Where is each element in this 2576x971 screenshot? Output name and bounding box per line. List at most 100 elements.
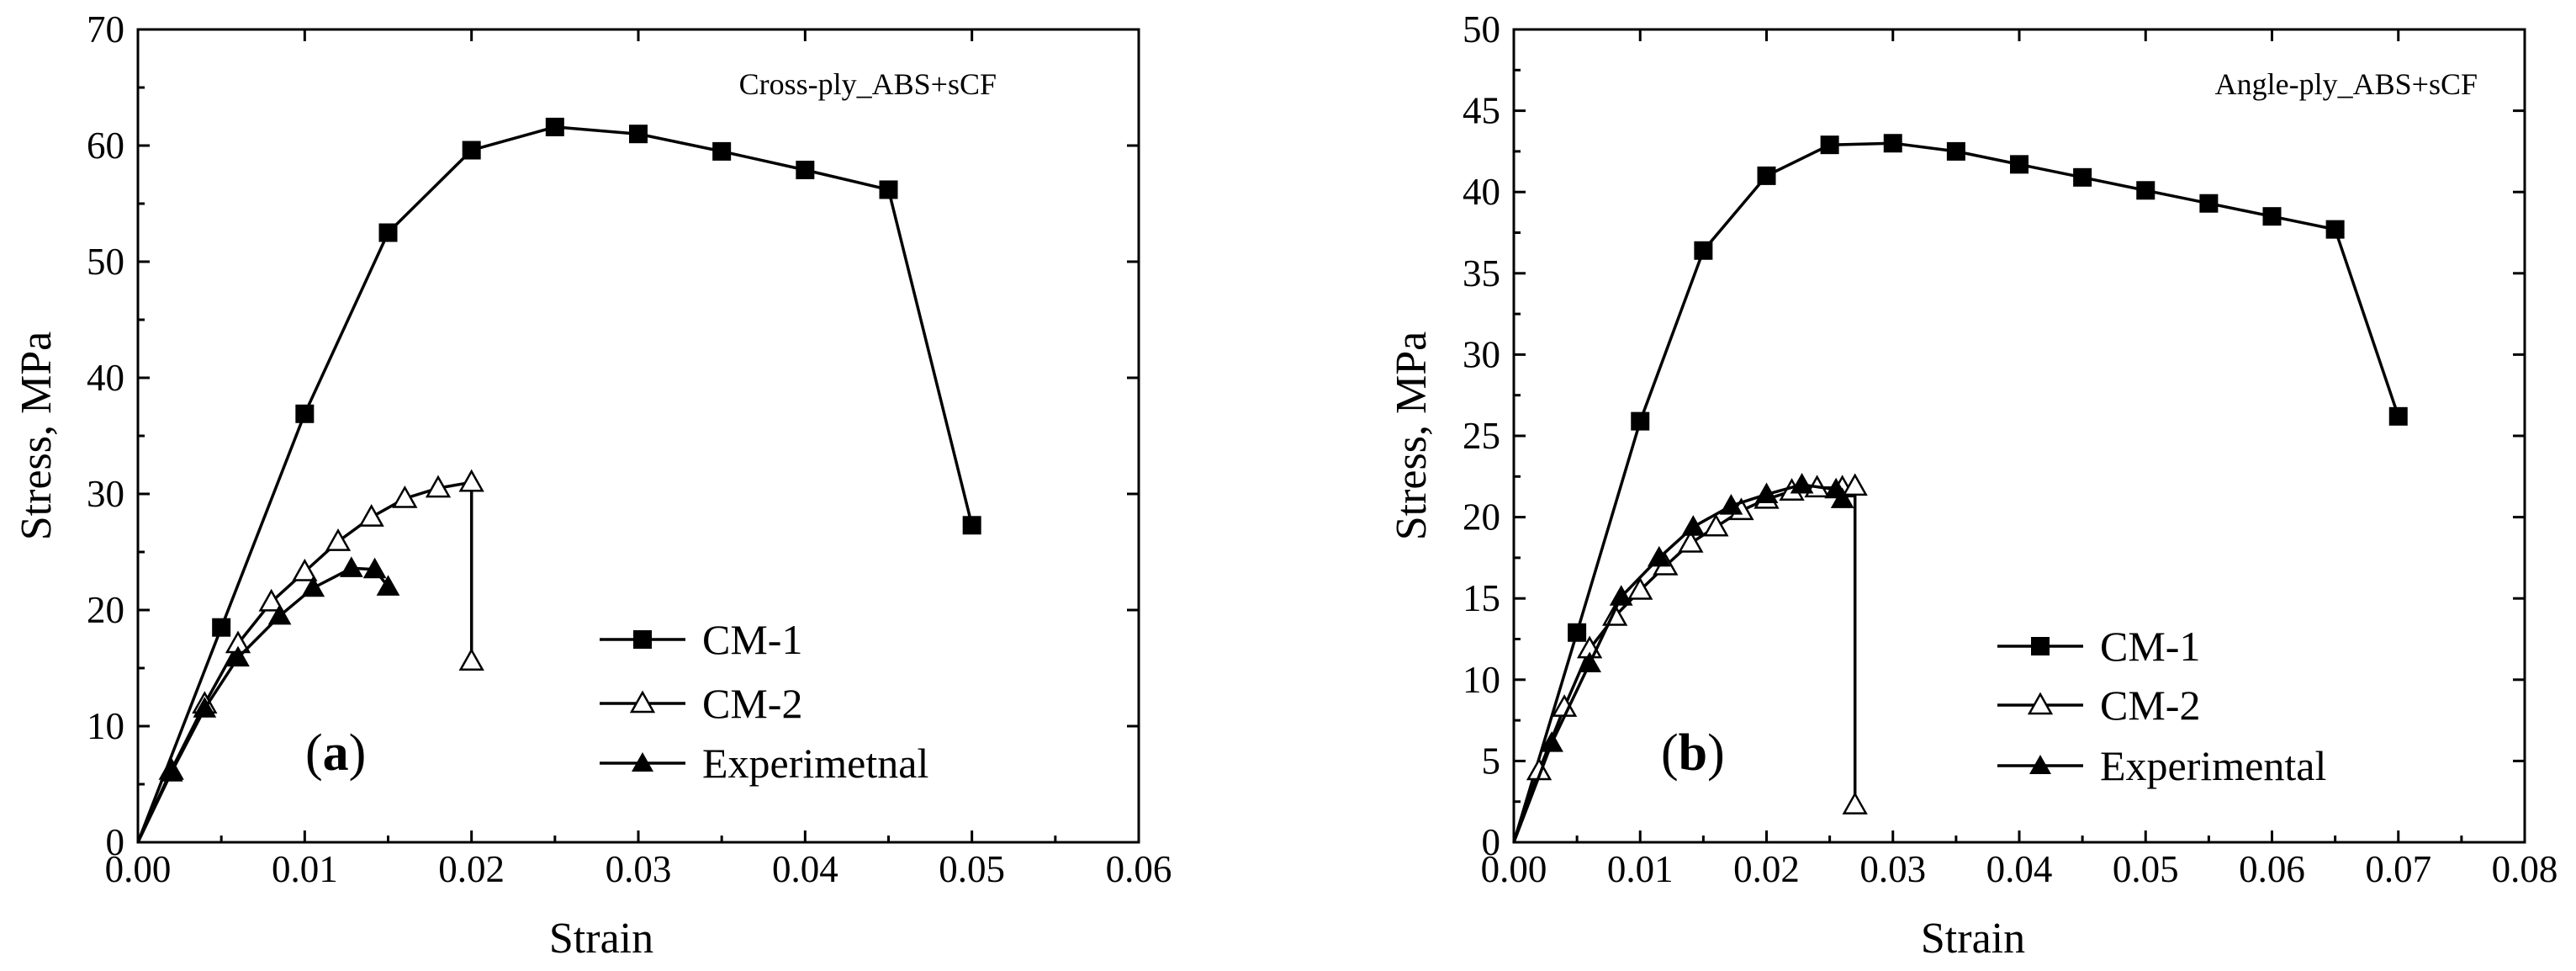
y-tick-label-b-9: 45 (1463, 90, 1500, 132)
legend-b: CM-1 CM-2 Experimental (1997, 623, 2326, 789)
point-b-1-11 (2199, 194, 2219, 213)
series-line-a-1 (136, 125, 974, 843)
y-tick-label-a-7: 70 (87, 8, 124, 50)
plot-frame-a (136, 28, 1140, 844)
point-a-3-8 (376, 575, 400, 596)
y-tick-label-a-1: 10 (87, 705, 124, 747)
point-a-2-7 (358, 504, 384, 527)
y-tick-label-b-8: 40 (1463, 171, 1500, 213)
y-tick-label-b-7: 35 (1463, 252, 1500, 294)
x-tick-label-a-1: 0.01 (272, 848, 338, 890)
x-tick-label-b-5: 0.05 (2113, 848, 2179, 890)
point-a-1-7 (712, 141, 732, 161)
y-axis-label-b: Stress, MPa (1388, 332, 1436, 540)
series-line-b-1 (1512, 141, 2400, 843)
legend-label-a-2: CM-2 (702, 680, 802, 727)
panel-label-b: (b) (1661, 724, 1725, 782)
legend-label-b-2: CM-2 (2100, 682, 2200, 729)
x-tick-label-b-1: 0.01 (1607, 848, 1674, 890)
point-a-2-10 (458, 469, 484, 492)
point-b-1-6 (1883, 134, 1902, 153)
point-b-1-10 (2136, 181, 2155, 200)
point-b-1-4 (1757, 166, 1776, 185)
point-b-1-7 (1946, 141, 1965, 161)
series-line-a-2 (136, 480, 473, 843)
y-tick-label-a-2: 20 (87, 589, 124, 631)
point-a-3-7 (362, 557, 387, 579)
legend-label-b-3: Experimental (2100, 742, 2326, 789)
point-b-1-2 (1631, 411, 1650, 431)
point-a-2-4 (258, 588, 284, 612)
panel-a: Cross-ply_ABS+sCF Strain Stress, MPa 0.0… (13, 8, 1172, 963)
x-tick-label-b-8: 0.08 (2492, 848, 2558, 890)
series-a (136, 117, 981, 843)
y-tick-label-b-1: 5 (1482, 740, 1501, 782)
point-b-2-14 (1842, 473, 1868, 496)
x-tick-label-a-5: 0.05 (939, 848, 1005, 890)
point-a-3-5 (301, 576, 325, 597)
series-line-b-3 (1512, 483, 1844, 843)
point-a-2-6 (325, 528, 352, 551)
panel-label-a: (a) (305, 724, 366, 782)
point-b-2-7 (1678, 529, 1704, 553)
legend-marker-b-2 (2027, 692, 2054, 715)
legend-label-a-1: CM-1 (702, 616, 802, 663)
point-b-3-6 (1719, 494, 1743, 515)
point-b-3-2 (1578, 651, 1602, 672)
point-a-1-9 (879, 180, 898, 199)
point-b-3-10 (1830, 487, 1854, 508)
point-b-1-5 (1820, 135, 1839, 155)
x-tick-label-a-0: 0.00 (105, 848, 172, 890)
point-a-3-2 (193, 697, 217, 718)
point-b-3-8 (1790, 472, 1814, 494)
point-a-1-5 (545, 117, 564, 136)
point-b-1-1 (1568, 623, 1587, 642)
x-tick-label-b-7: 0.07 (2365, 848, 2431, 890)
point-a-1-8 (796, 160, 815, 179)
point-a-1-3 (378, 223, 398, 242)
y-tick-label-a-0: 0 (106, 821, 125, 863)
annotation-b: Angle-ply_ABS+sCF (2215, 67, 2478, 101)
x-axis-label-b: Strain (1921, 915, 2025, 963)
y-tick-label-a-5: 50 (87, 241, 124, 283)
point-a-3-1 (159, 761, 183, 782)
legend-label-a-3: Experimetnal (702, 740, 928, 787)
point-a-1-1 (212, 618, 231, 637)
y-tick-label-b-10: 50 (1463, 8, 1500, 50)
ticks-a: 0.00 0.01 0.02 0.03 0.04 0.05 0.06 0 10 20 30 40 50 6… (87, 8, 1172, 890)
y-tick-label-b-4: 20 (1463, 496, 1500, 539)
legend-a: CM-1 CM-2 Experimetnal (600, 616, 928, 787)
point-a-2-11 (458, 648, 484, 671)
x-tick-label-b-0: 0.00 (1481, 848, 1547, 890)
x-tick-label-b-3: 0.03 (1859, 848, 1926, 890)
x-tick-label-a-4: 0.04 (772, 848, 838, 890)
point-b-2-15 (1842, 792, 1868, 814)
legend-marker-b-3 (2029, 755, 2051, 774)
y-tick-label-a-6: 60 (87, 125, 124, 167)
point-a-3-4 (267, 603, 292, 625)
y-tick-label-a-3: 30 (87, 473, 124, 515)
point-b-2-8 (1703, 513, 1729, 537)
x-tick-label-a-6: 0.06 (1106, 848, 1172, 890)
point-a-1-2 (295, 404, 315, 423)
point-b-1-12 (2262, 207, 2282, 226)
legend-marker-b-1 (2031, 637, 2050, 655)
point-b-1-8 (2010, 155, 2029, 174)
legend-marker-a-3 (632, 752, 653, 772)
y-tick-label-b-0: 0 (1482, 821, 1501, 863)
y-tick-label-b-5: 25 (1463, 415, 1500, 457)
point-b-3-1 (1540, 731, 1563, 752)
ticks-b: 0.00 0.01 0.02 0.03 0.04 0.05 0.06 0.07 0.08 0 5 10… (1463, 8, 2557, 890)
x-tick-label-b-6: 0.06 (2239, 848, 2305, 890)
panel-letter-a: a (323, 724, 349, 782)
y-tick-label-b-2: 10 (1463, 659, 1500, 701)
y-tick-label-b-6: 30 (1463, 333, 1500, 375)
legend-label-b-1: CM-1 (2100, 623, 2200, 670)
point-b-3-4 (1647, 545, 1671, 567)
x-axis-label-a: Strain (549, 915, 653, 963)
point-b-1-13 (2325, 220, 2345, 239)
x-tick-label-a-3: 0.03 (606, 848, 672, 890)
point-b-1-9 (2073, 167, 2092, 187)
y-axis-label-a: Stress, MPa (13, 332, 61, 540)
